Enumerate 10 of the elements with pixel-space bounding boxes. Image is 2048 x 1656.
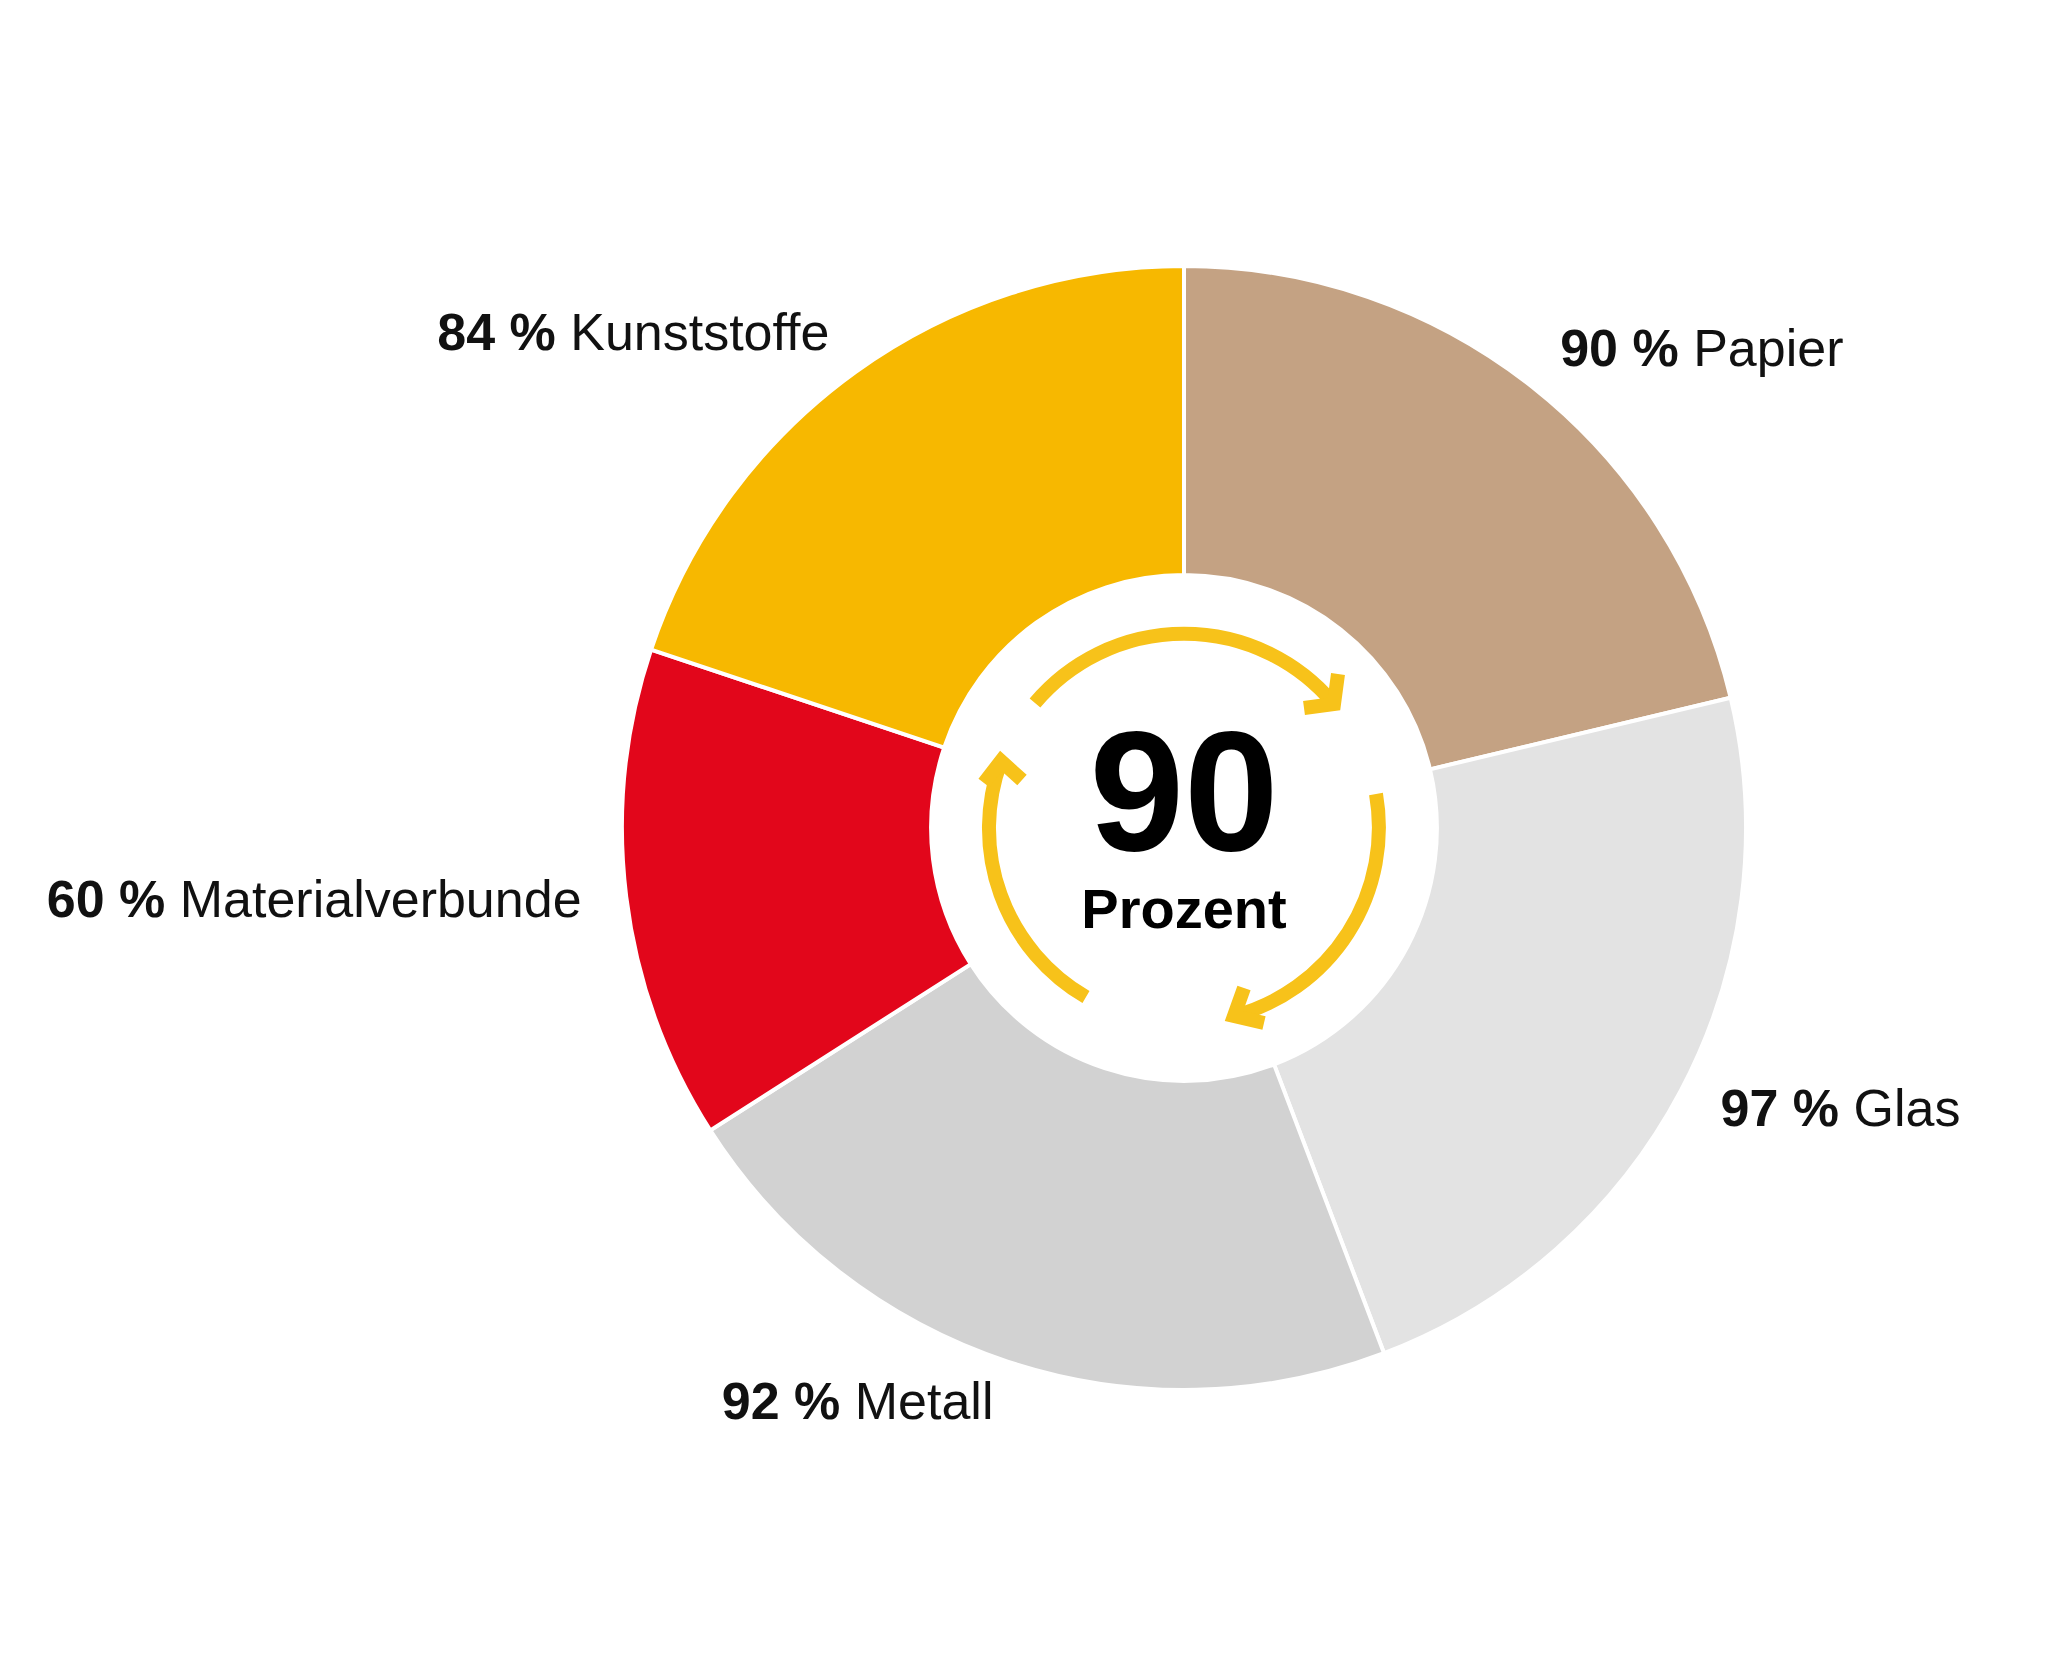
data-label: 84 % [437,302,556,361]
slice-label: Materialverbunde [179,869,582,928]
slice-label: Metall [854,1371,994,1430]
data-label: 97 % [1720,1079,1840,1138]
data-label: 60 % [46,869,166,928]
slice-label: Papier [1693,318,1844,377]
slice-label: Glas [1853,1079,1961,1138]
data-label: 90 % [1560,318,1679,377]
slice-label: Kunststoffe [570,302,830,361]
data-label: 92 % [721,1371,841,1430]
